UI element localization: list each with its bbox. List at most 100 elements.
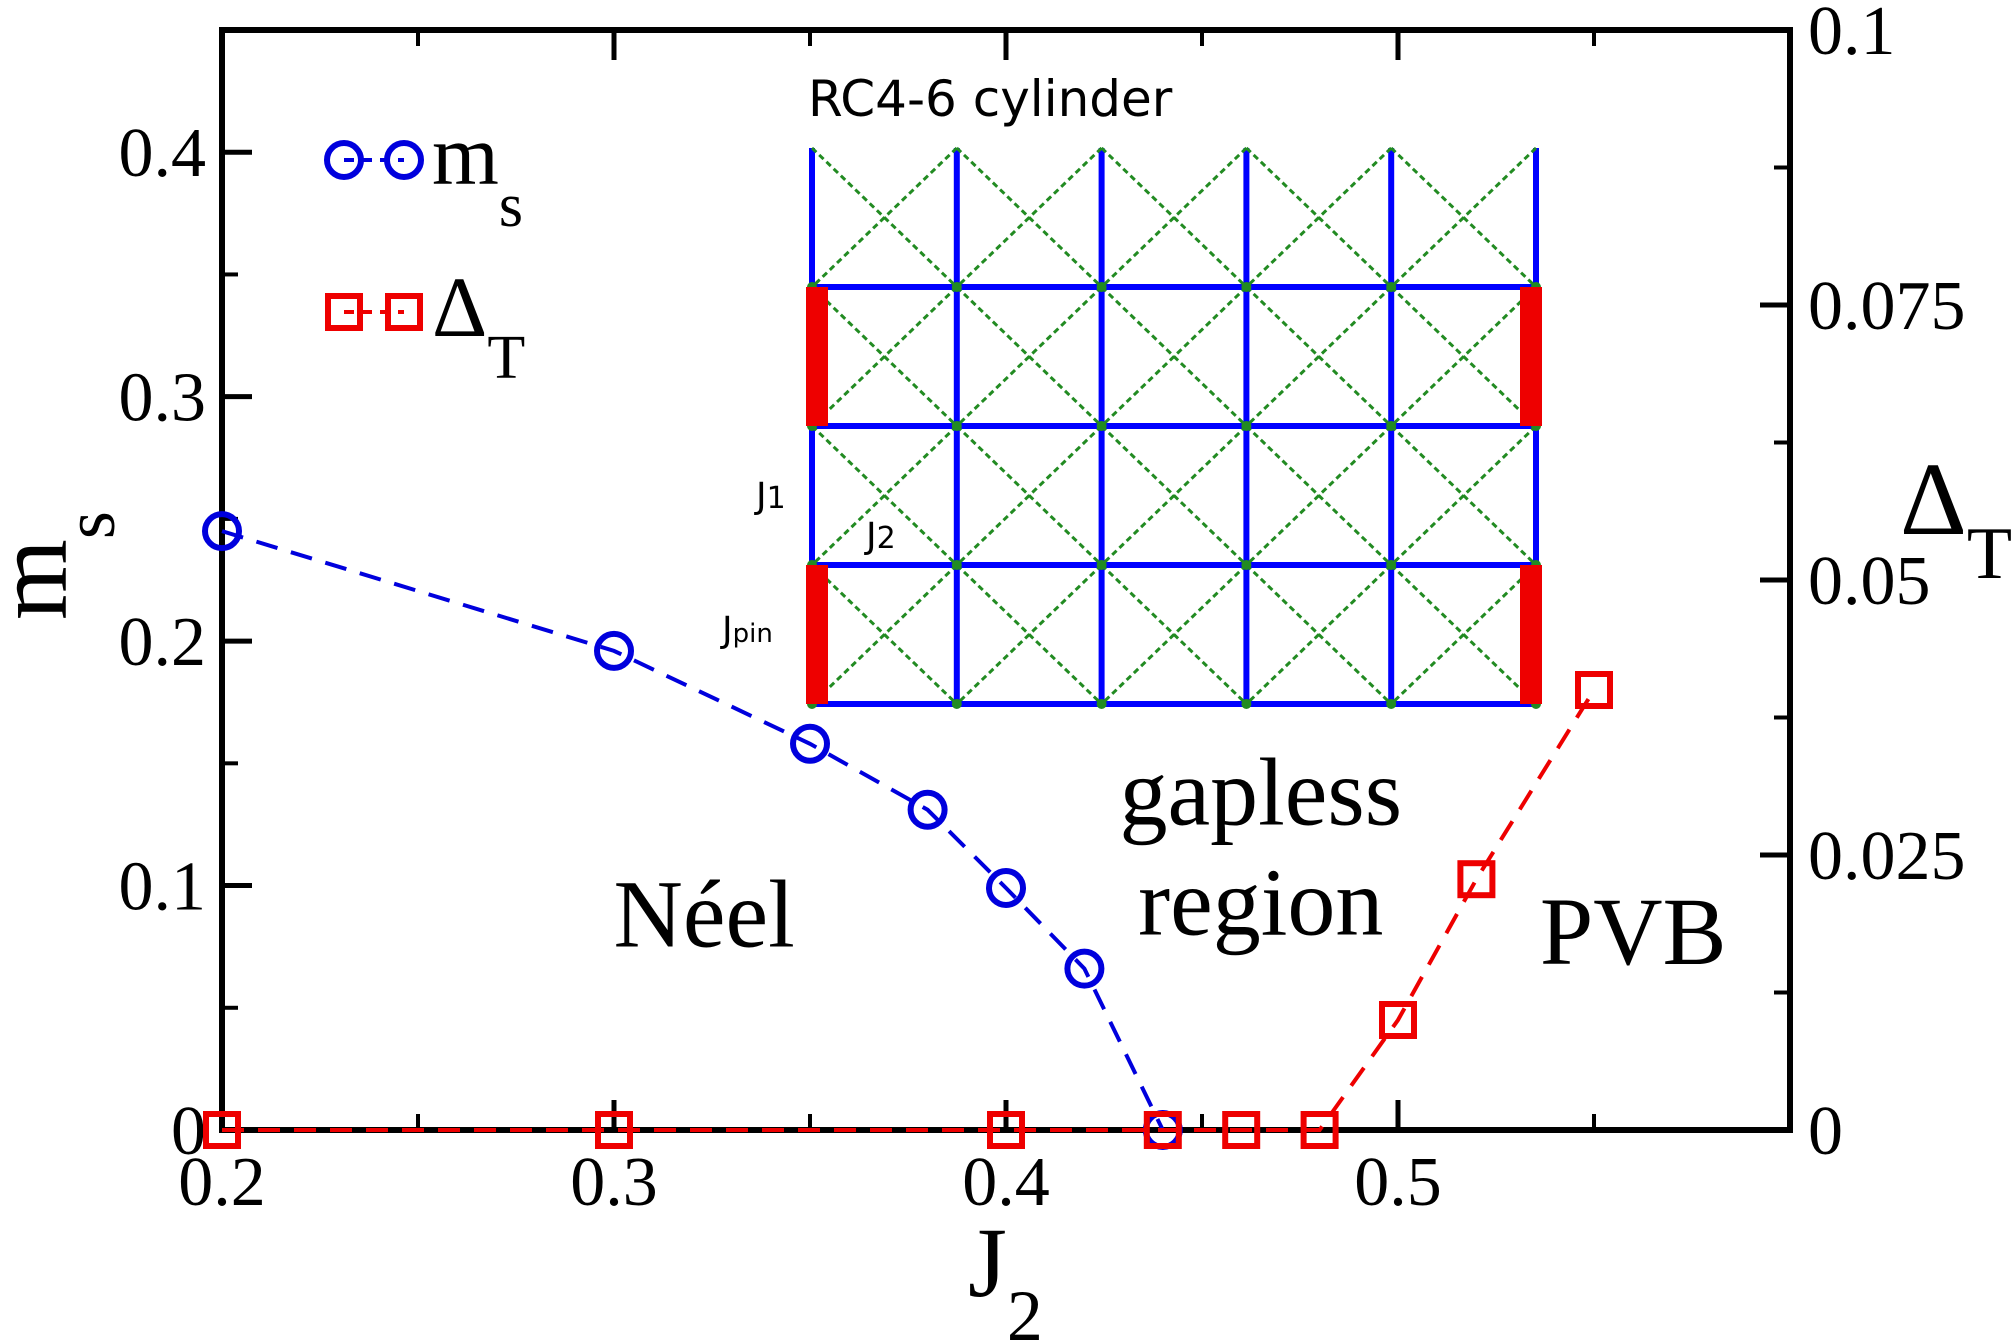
x-tick-label: 0.4	[962, 1144, 1050, 1221]
y-left-tick-label: 0	[171, 1093, 206, 1170]
series-0-point	[202, 511, 242, 552]
y-right-axis-title-main: Δ	[1900, 442, 1967, 557]
inset-label-j2: J2	[864, 516, 896, 557]
inset-diagonal-bond	[955, 424, 1103, 567]
series-1-point	[1457, 860, 1496, 899]
inset-site	[951, 560, 962, 570]
inset-diagonal-bond	[955, 146, 1103, 289]
axis-titles: J2msΔT	[0, 442, 2012, 1340]
series-1-point	[1379, 1001, 1417, 1039]
series-0-point	[907, 789, 948, 830]
inset-diagonal-bond	[955, 285, 1103, 428]
inset-site	[1241, 560, 1252, 570]
inset-pin-bar-right	[1520, 565, 1542, 704]
annotation-label: Néel	[614, 861, 795, 968]
inset-label-j2-sub: 2	[877, 521, 896, 556]
series-0-point	[790, 723, 830, 764]
inset-diagonal-bond	[1245, 424, 1393, 567]
inset-diagonal-bond	[1390, 424, 1538, 567]
series-0-point	[594, 630, 634, 671]
y-right-tick-label: 0.1	[1808, 0, 1896, 70]
legend-label-1-main: Δ	[432, 259, 487, 355]
series-1-line	[222, 688, 1596, 1132]
inset-pin-bar-left	[806, 287, 828, 426]
y-right-axis-title-sub: T	[1967, 513, 2012, 595]
inset-site	[951, 282, 962, 292]
inset-site	[1241, 282, 1252, 292]
y-right-tick-label: 0.075	[1808, 268, 1966, 345]
annotation-label: region	[1138, 848, 1383, 955]
inset-label-j1-sub: 1	[767, 481, 786, 516]
inset-title: RC4-6 cylinder	[808, 70, 1173, 128]
inset-site	[1096, 421, 1107, 431]
inset-label-j2-main: J	[864, 516, 877, 557]
inset-site	[951, 699, 962, 709]
legend-label-1-sub: T	[487, 324, 525, 392]
inset-site	[1096, 282, 1107, 292]
inset-diagonal-bond	[955, 563, 1103, 706]
inset-diagonal-bond	[1100, 285, 1248, 428]
legend-label-1: ΔT	[432, 259, 525, 392]
x-tick-label: 0.5	[1354, 1144, 1442, 1221]
y-left-tick-label: 0.1	[119, 849, 207, 926]
inset-diagonal-bond	[810, 146, 958, 289]
inset-diagonal-bond	[1245, 285, 1393, 428]
inset-diagonal-bond	[810, 563, 958, 706]
x-tick-label: 0.3	[570, 1144, 658, 1221]
inset-diagonal-bond	[810, 424, 958, 567]
legend-marker-0	[384, 140, 424, 180]
x-axis-title-main: J	[968, 1207, 1007, 1318]
annotation-label: PVB	[1540, 878, 1727, 985]
legend-label-0: ms	[432, 107, 523, 240]
inset-site	[1386, 560, 1397, 570]
series-1-point	[595, 1111, 633, 1149]
series-0-point	[1064, 948, 1105, 989]
series-1-point	[1575, 671, 1613, 709]
y-left-tick-label: 0.4	[119, 115, 207, 192]
inset-diagonal-bond	[1245, 563, 1393, 706]
inset-site	[1386, 421, 1397, 431]
legend-label-0-sub: s	[499, 172, 523, 240]
legend-marker-0	[324, 140, 364, 180]
inset-diagonal-bond	[1390, 285, 1538, 428]
inset-diagonal-bond	[1390, 563, 1538, 706]
inset-label-j1-main: J	[754, 476, 767, 517]
legend-marker-1	[325, 293, 363, 331]
x-axis-title-sub: 2	[1007, 1276, 1043, 1340]
inset-diagonal-bond	[1390, 146, 1538, 289]
y-left-axis-title-sub: s	[50, 511, 130, 539]
series-1-point	[1143, 1111, 1182, 1149]
y-left-tick-label: 0.2	[119, 604, 207, 681]
axis-tick-labels: 0.2 0.3 0.4 0.5 0 0.1 0.2 0.3 0.4 0 0.025 0.05 0.075…	[119, 0, 1966, 1221]
legend-marker-1	[385, 293, 423, 331]
y-left-tick-label: 0.3	[119, 360, 207, 437]
inset-site	[1386, 282, 1397, 292]
inset-diagonal-bond	[1245, 146, 1393, 289]
inset-site	[1386, 699, 1397, 709]
inset-pin-bar-right	[1520, 287, 1542, 426]
inset-site	[1096, 699, 1107, 709]
inset-label-jpin: Jpin	[720, 610, 773, 651]
inset-diagonal-bond	[1100, 146, 1248, 289]
inset-diagonal-bond	[1100, 563, 1248, 706]
inset-label-jpin-sub: pin	[733, 619, 773, 649]
inset-site	[1096, 560, 1107, 570]
y-right-tick-label: 0.025	[1808, 818, 1966, 895]
y-left-axis-title: ms	[0, 511, 130, 620]
series-1-point	[987, 1111, 1025, 1149]
inset-diagonal-bond	[1100, 424, 1248, 567]
y-right-axis-title: ΔT	[1900, 442, 2012, 595]
y-left-axis-title-main: m	[0, 539, 89, 620]
x-axis-title: J2	[968, 1207, 1043, 1340]
series-1-point	[203, 1111, 241, 1149]
inset-label-j1: J1	[754, 476, 786, 517]
inset-site	[1241, 421, 1252, 431]
x-tick-label: 0.2	[178, 1144, 266, 1221]
legend-label-0-main: m	[432, 107, 499, 203]
inset-pin-bar-left	[806, 565, 828, 704]
series-1-point	[1222, 1111, 1261, 1149]
